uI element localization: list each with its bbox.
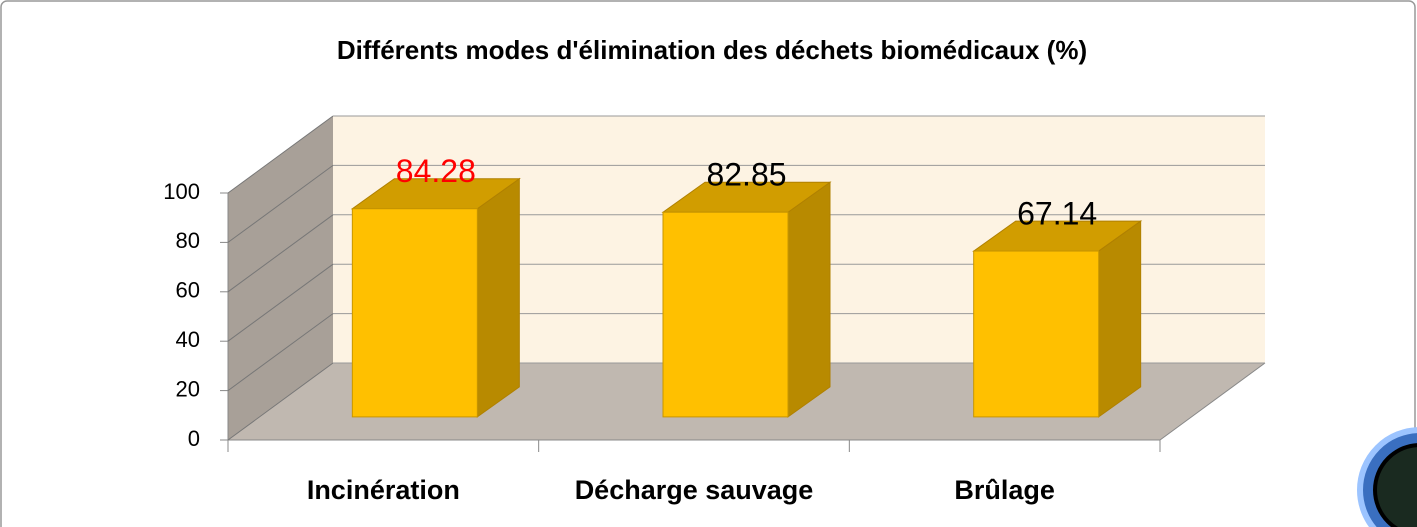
grid-line <box>227 214 334 293</box>
y-tick-label: 60 <box>176 278 200 303</box>
bar-side <box>1098 220 1142 418</box>
grid-line <box>227 362 334 441</box>
side-wall <box>228 116 333 440</box>
grid-line <box>227 313 334 392</box>
floor-edge <box>1159 362 1266 441</box>
globe-decoration <box>1357 427 1417 527</box>
value-label: 82.85 <box>706 157 786 193</box>
x-tick-label: Brûlage <box>954 475 1055 505</box>
y-tick-label: 80 <box>176 228 200 253</box>
grid-line <box>227 164 334 243</box>
bar-side <box>476 177 520 418</box>
chart-title: Différents modes d'élimination des déche… <box>337 35 1087 65</box>
x-tick-label: Décharge sauvage <box>575 475 814 505</box>
y-tick-label: 100 <box>163 179 200 204</box>
grid-line <box>227 263 334 342</box>
bar <box>351 208 478 418</box>
y-tick-label: 0 <box>188 426 200 451</box>
bar <box>973 250 1100 418</box>
value-label: 67.14 <box>1017 196 1097 232</box>
bar <box>662 211 789 418</box>
grid-line <box>227 115 334 194</box>
y-tick-label: 20 <box>176 376 200 401</box>
x-tick-label: Incinération <box>307 475 460 505</box>
bar-side <box>787 181 831 418</box>
y-tick-label: 40 <box>176 327 200 352</box>
value-label: 84.28 <box>396 153 476 189</box>
